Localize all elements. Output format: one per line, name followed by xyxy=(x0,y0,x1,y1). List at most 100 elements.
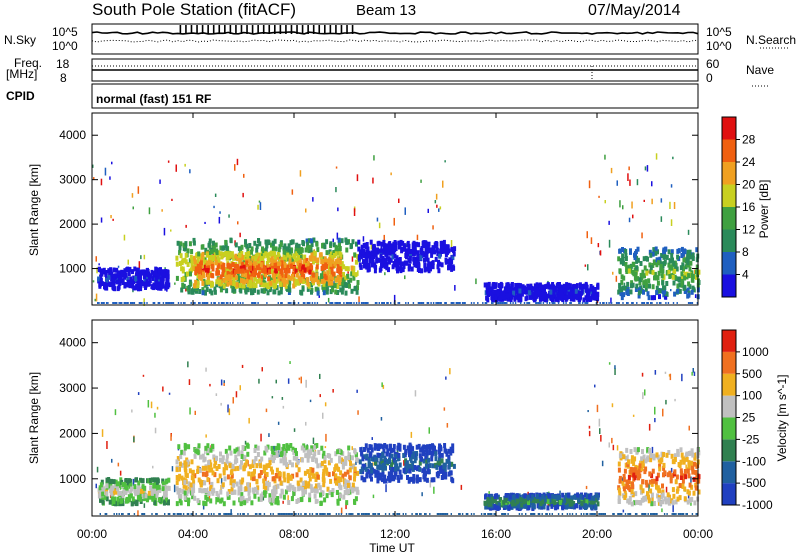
echo-cell xyxy=(196,469,200,474)
echo-cell xyxy=(118,481,122,487)
echo-point xyxy=(454,285,456,291)
echo-cell xyxy=(629,289,633,295)
echo-cell xyxy=(690,289,694,295)
echo-cell xyxy=(323,497,327,503)
echo-cell xyxy=(233,269,237,275)
power-tick-label: 12 xyxy=(742,223,756,237)
ground-echo xyxy=(608,302,610,304)
echo-cell xyxy=(207,265,211,271)
echo-cell xyxy=(370,468,374,474)
echo-point xyxy=(319,394,321,398)
echo-point xyxy=(690,500,692,506)
echo-cell xyxy=(242,279,246,285)
echo-point xyxy=(241,364,244,368)
echo-cell xyxy=(395,463,399,469)
echo-cell xyxy=(281,264,285,270)
echo-point xyxy=(444,160,446,163)
echo-cell xyxy=(386,459,390,465)
echo-cell xyxy=(272,451,276,457)
echo-cell xyxy=(98,485,102,491)
echo-cell xyxy=(590,292,594,298)
echo-cell xyxy=(617,467,621,473)
echo-cell xyxy=(272,458,275,464)
echo-cell xyxy=(365,264,369,270)
echo-cell xyxy=(667,500,671,506)
ground-echo xyxy=(345,302,348,304)
echo-cell xyxy=(550,503,554,509)
echo-cell xyxy=(506,293,510,299)
ground-echo xyxy=(514,302,517,304)
echo-cell xyxy=(240,492,244,498)
echo-cell xyxy=(124,272,128,278)
echo-cell xyxy=(139,273,143,279)
echo-cell xyxy=(548,501,552,507)
echo-cell xyxy=(230,473,234,479)
echo-cell xyxy=(196,498,200,504)
ground-echo xyxy=(348,302,350,304)
echo-cell xyxy=(592,495,596,501)
echo-cell xyxy=(274,499,278,505)
ground-echo xyxy=(336,302,339,304)
echo-cell xyxy=(350,265,354,271)
echo-cell xyxy=(222,501,226,507)
echo-cell xyxy=(565,504,569,510)
echo-cell xyxy=(183,257,187,263)
ground-echo xyxy=(116,302,118,304)
echo-cell xyxy=(689,254,693,260)
echo-cell xyxy=(425,477,429,483)
echo-cell xyxy=(198,265,202,271)
echo-cell xyxy=(191,490,195,496)
echo-cell xyxy=(234,275,238,281)
echo-cell xyxy=(439,468,443,474)
echo-cell xyxy=(358,262,362,268)
echo-cell xyxy=(209,462,213,468)
ground-echo xyxy=(138,302,141,304)
echo-point xyxy=(161,209,163,212)
echo-cell xyxy=(409,252,412,258)
echo-cell xyxy=(357,255,361,261)
echo-cell xyxy=(549,497,553,503)
echo-cell xyxy=(332,253,336,258)
echo-cell xyxy=(298,258,302,264)
echo-cell xyxy=(449,446,453,452)
echo-cell xyxy=(341,473,345,479)
echo-cell xyxy=(412,474,416,479)
echo-cell xyxy=(133,484,137,490)
echo-point xyxy=(268,433,270,437)
echo-cell xyxy=(444,244,448,250)
echo-cell xyxy=(212,249,216,254)
power-swatch xyxy=(722,229,736,252)
ground-echo xyxy=(617,302,619,304)
echo-cell xyxy=(265,282,269,288)
echo-cell xyxy=(245,498,249,504)
echo-cell xyxy=(619,287,623,293)
echo-cell xyxy=(178,487,182,493)
echo-cell xyxy=(395,256,399,262)
echo-cell xyxy=(210,263,214,269)
echo-cell xyxy=(139,496,143,502)
ground-echo xyxy=(498,302,500,304)
echo-cell xyxy=(680,282,684,288)
echo-point xyxy=(243,173,245,178)
echo-cell xyxy=(367,253,370,259)
echo-cell xyxy=(276,254,280,260)
echo-cell xyxy=(494,282,498,288)
power-colorbar-label: Power [dB] xyxy=(757,180,771,239)
echo-point xyxy=(622,205,624,210)
echo-cell xyxy=(624,462,628,468)
echo-cell xyxy=(207,279,211,285)
echo-cell xyxy=(305,445,309,451)
echo-cell xyxy=(438,261,442,267)
echo-cell xyxy=(356,280,360,285)
echo-cell xyxy=(524,498,528,504)
echo-cell xyxy=(297,248,301,254)
ground-echo xyxy=(432,302,435,304)
echo-cell xyxy=(165,272,168,278)
echo-point xyxy=(299,170,302,177)
echo-cell xyxy=(680,246,684,252)
echo-cell xyxy=(250,246,254,252)
echo-cell xyxy=(649,265,653,271)
echo-cell xyxy=(219,498,223,504)
echo-point xyxy=(228,214,230,218)
echo-cell xyxy=(343,484,347,490)
